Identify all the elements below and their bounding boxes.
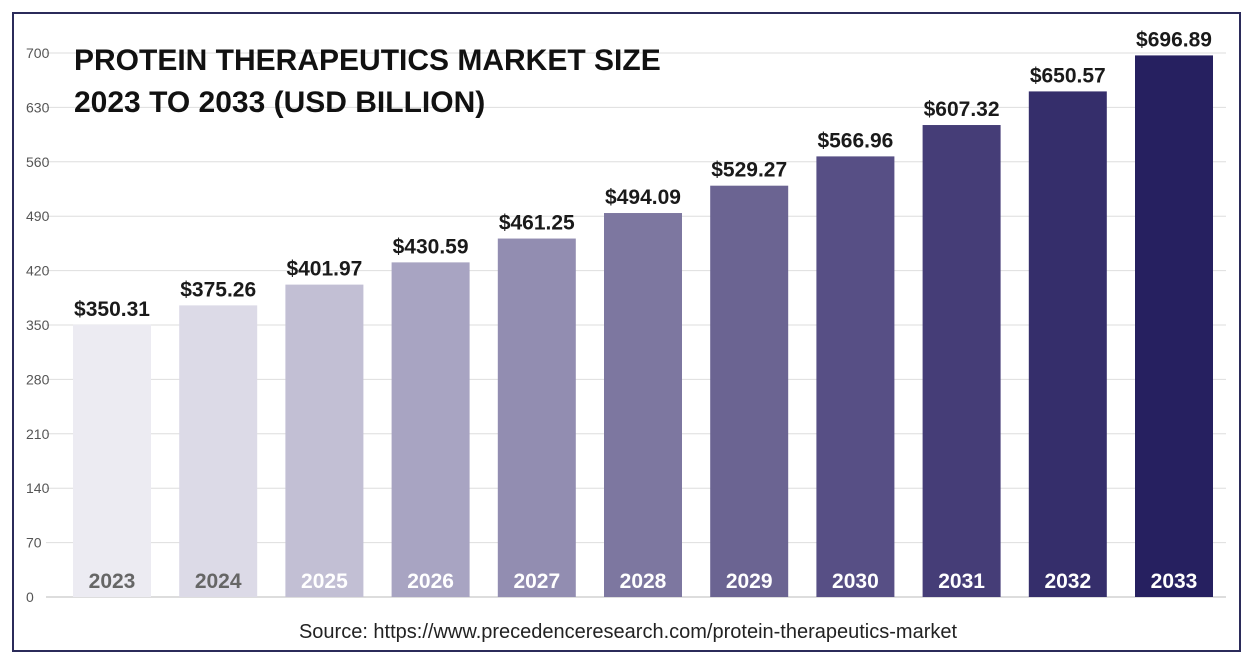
y-tick-label-210: 210	[26, 426, 50, 442]
value-label-2023: $350.31	[74, 298, 150, 321]
chart-title-line-1: PROTEIN THERAPEUTICS MARKET SIZE	[74, 44, 661, 77]
y-tick-label-70: 70	[26, 535, 42, 551]
bar-2026	[391, 262, 470, 597]
bar-2029	[710, 185, 789, 598]
source-note: Source: https://www.precedenceresearch.c…	[299, 621, 958, 643]
category-label-2024: 2024	[195, 570, 242, 593]
value-label-2024: $375.26	[180, 278, 256, 301]
y-axis-ticks: 0 70 140 210 280 350 420 490 560 630 700	[26, 45, 50, 605]
bar-2033	[1135, 55, 1213, 597]
value-label-2031: $607.32	[924, 98, 1000, 121]
value-label-2027: $461.25	[499, 212, 575, 235]
y-tick-label-280: 280	[26, 371, 50, 387]
value-label-2028: $494.09	[605, 186, 681, 209]
y-tick-label-0: 0	[26, 589, 34, 605]
bars	[73, 55, 1213, 598]
category-label-2029: 2029	[726, 570, 773, 593]
y-tick-label-700: 700	[26, 45, 50, 61]
value-label-2032: $650.57	[1030, 64, 1106, 87]
value-label-2026: $430.59	[393, 235, 469, 258]
category-label-2025: 2025	[301, 570, 348, 593]
category-label-2027: 2027	[513, 570, 560, 593]
chart-frame	[12, 12, 1241, 652]
bar-2028	[604, 213, 682, 597]
chart-title-line-2: 2023 TO 2033 (USD BILLION)	[74, 86, 485, 119]
bar-2027	[497, 238, 576, 598]
bar-2032	[1028, 91, 1107, 597]
bar-labels: $350.31 2023 $375.26 2024 $401.97 2025 $430.59…	[74, 28, 1212, 593]
category-label-2026: 2026	[407, 570, 454, 593]
y-tick-label-420: 420	[26, 263, 50, 279]
category-label-2033: 2033	[1151, 570, 1198, 593]
value-label-2029: $529.27	[711, 159, 787, 182]
y-tick-label-350: 350	[26, 317, 50, 333]
bar-2030	[816, 156, 895, 597]
y-tick-label-630: 630	[26, 99, 50, 115]
category-label-2032: 2032	[1044, 570, 1091, 593]
bar-2031	[922, 125, 1001, 597]
y-tick-label-560: 560	[26, 154, 50, 170]
category-label-2031: 2031	[938, 570, 985, 593]
bar-2024	[179, 305, 258, 597]
value-label-2025: $401.97	[286, 258, 362, 281]
value-label-2030: $566.96	[817, 129, 893, 152]
category-label-2030: 2030	[832, 570, 879, 593]
y-tick-label-140: 140	[26, 480, 50, 496]
bar-2025	[285, 284, 364, 597]
category-label-2028: 2028	[620, 570, 667, 593]
y-tick-label-490: 490	[26, 208, 50, 224]
value-label-2033: $696.89	[1136, 28, 1212, 51]
bar-2023	[73, 324, 151, 597]
category-label-2023: 2023	[89, 570, 136, 593]
